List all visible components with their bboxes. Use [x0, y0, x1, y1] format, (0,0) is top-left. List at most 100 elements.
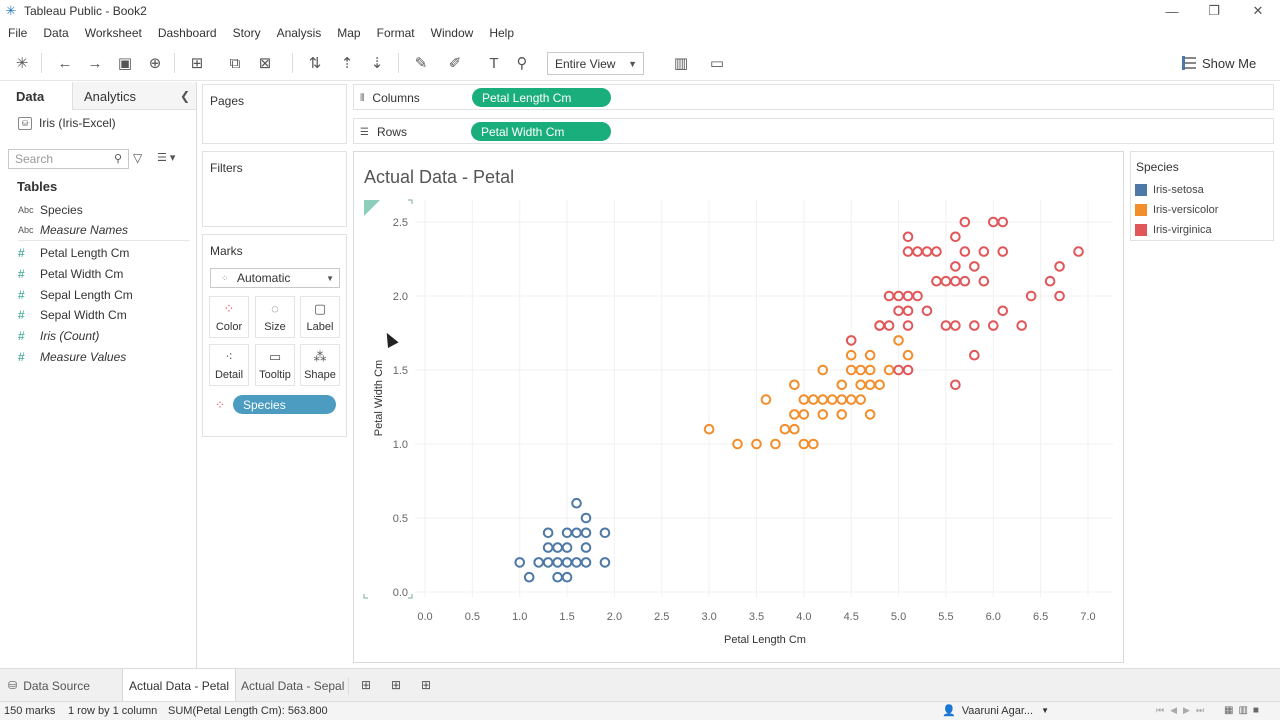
menu-window[interactable]: Window — [430, 26, 474, 40]
new-datasource-icon[interactable]: ⊕ — [148, 55, 162, 72]
detail-button[interactable]: ⁖ Detail — [209, 344, 249, 386]
minimize-button[interactable]: — — [1165, 3, 1179, 19]
x-tick-label: 7.0 — [1080, 611, 1095, 623]
data-point — [997, 246, 1009, 257]
sort-descending-icon[interactable]: ⇣ — [370, 55, 384, 72]
duplicate-sheet-icon[interactable]: ⧉ — [229, 54, 241, 72]
x-tick-label: 0.5 — [465, 611, 480, 623]
field-species[interactable]: Abc Species — [18, 203, 83, 217]
collapse-pane-icon[interactable]: ❮ — [180, 89, 191, 103]
menu-analysis[interactable]: Analysis — [276, 26, 322, 40]
tab-analytics[interactable]: Analytics — [84, 89, 137, 104]
swap-icon[interactable]: ⇅ — [308, 55, 322, 72]
data-point — [571, 557, 582, 568]
field-iris-count[interactable]: # Iris (Count) — [18, 329, 100, 343]
undo-icon[interactable]: ← — [57, 54, 73, 72]
data-point — [912, 246, 923, 257]
show-me-icon — [1182, 56, 1196, 70]
color-button[interactable]: ⁘ Color — [209, 296, 249, 338]
worksheet-corner-icon — [364, 200, 380, 216]
legend-item-virginica[interactable]: Iris-virginica — [1135, 224, 1212, 236]
scatter-chart[interactable]: 0.0 0.5 1.0 1.5 2.0 2.5 0.0 0.5 1.0 1.5 2.0 2.5 3.0 3… — [354, 152, 1125, 664]
legend-item-setosa[interactable]: Iris-setosa — [1135, 184, 1204, 196]
menu-help[interactable]: Help — [489, 26, 514, 40]
menu-data[interactable]: Data — [43, 26, 69, 40]
data-point — [864, 364, 876, 376]
new-story-tab-icon[interactable]: ⊞ — [420, 678, 432, 692]
field-sepal-width[interactable]: # Sepal Width Cm — [18, 308, 127, 322]
data-point — [1016, 320, 1028, 331]
rows-shelf[interactable]: ☰ Rows Petal Width Cm — [353, 118, 1274, 144]
new-dashboard-tab-icon[interactable]: ⊞ — [390, 678, 402, 692]
tab-actual-data-sepal[interactable]: Actual Data - Sepal — [241, 678, 345, 693]
restore-button[interactable]: ❐ — [1208, 3, 1220, 18]
mark-type-select[interactable]: ⁘ Automatic ▼ — [210, 268, 340, 288]
close-button[interactable]: ✕ — [1252, 3, 1264, 18]
tab-data-source[interactable]: ⛁ Data Source — [8, 678, 90, 693]
redo-icon[interactable]: → — [87, 54, 103, 72]
shape-button[interactable]: ⁂ Shape — [300, 344, 340, 386]
viz-area[interactable]: Actual Data - Petal 0.0 0.5 1.0 1.5 2.0 2.5 0.… — [353, 151, 1124, 663]
menu-worksheet[interactable]: Worksheet — [84, 26, 142, 40]
tab-data[interactable]: Data — [16, 89, 45, 104]
tab-actual-data-petal[interactable]: Actual Data - Petal — [122, 669, 237, 702]
x-tick-label: 5.5 — [938, 611, 953, 623]
data-point — [950, 379, 961, 391]
species-legend[interactable]: Species Iris-setosa Iris-versicolor Iris… — [1130, 151, 1274, 241]
sheet-view-icon[interactable]: ▦▥■ — [1224, 705, 1264, 716]
menu-story[interactable]: Story — [232, 26, 261, 40]
user-menu[interactable]: 👤 Vaaruni Agar... ▼ — [942, 704, 1049, 718]
tables-header: Tables — [17, 179, 58, 194]
clear-sheet-icon[interactable]: ⊠ — [258, 55, 272, 72]
dimension-type-icon: Abc — [18, 225, 34, 235]
sort-ascending-icon[interactable]: ⇡ — [340, 55, 354, 72]
menu-dashboard[interactable]: Dashboard — [157, 26, 217, 40]
presentation-mode-icon[interactable]: ▭ — [709, 55, 725, 72]
pin-icon[interactable]: ⚲ — [516, 55, 528, 72]
text-label-icon[interactable]: T — [489, 54, 499, 72]
data-point — [912, 290, 923, 302]
field-sepal-length[interactable]: # Sepal Length Cm — [18, 288, 133, 302]
view-list-icon[interactable]: ☰ ▾ — [157, 152, 176, 164]
rows-pill[interactable]: Petal Width Cm — [471, 122, 611, 141]
search-input[interactable]: Search ⚲ — [8, 149, 129, 169]
data-point — [864, 379, 876, 391]
menu-bar: File Data Worksheet Dashboard Story Anal… — [0, 23, 1280, 43]
new-worksheet-icon[interactable]: ⊞ — [190, 55, 204, 72]
new-worksheet-tab-icon[interactable]: ⊞ — [360, 678, 372, 692]
pages-card[interactable]: Pages — [202, 84, 347, 144]
fit-view-select[interactable]: Entire View ▼ — [547, 52, 644, 75]
field-petal-width[interactable]: # Petal Width Cm — [18, 267, 124, 281]
size-button[interactable]: ◌ Size — [255, 296, 295, 338]
tooltip-button[interactable]: ▭ Tooltip — [255, 344, 295, 386]
marks-card: Marks ⁘ Automatic ▼ ⁘ Color ◌ Size ▢ Lab… — [202, 234, 347, 437]
data-point — [902, 305, 914, 317]
data-point — [826, 394, 838, 405]
data-point — [969, 349, 980, 361]
menu-format[interactable]: Format — [376, 26, 415, 40]
label-button[interactable]: ▢ Label — [300, 296, 340, 338]
group-icon[interactable]: ✐ — [448, 55, 462, 72]
filter-icon[interactable]: ▽ — [133, 151, 143, 165]
data-point — [883, 320, 895, 331]
show-me-button[interactable]: Show Me — [1182, 53, 1256, 73]
tableau-home-icon[interactable]: ✳ — [15, 55, 29, 72]
species-color-pill[interactable]: Species — [233, 395, 336, 414]
highlight-icon[interactable]: ✎ — [414, 55, 428, 72]
data-point — [732, 438, 743, 450]
field-petal-length[interactable]: # Petal Length Cm — [18, 246, 130, 260]
datasource-item[interactable]: ⛁ Iris (Iris-Excel) — [18, 116, 116, 130]
field-measure-names[interactable]: Abc Measure Names — [18, 223, 129, 237]
save-icon[interactable]: ▣ — [117, 55, 133, 72]
data-point — [580, 557, 592, 568]
columns-shelf[interactable]: ⦀ Columns Petal Length Cm — [353, 84, 1274, 110]
data-point — [580, 512, 592, 524]
sheet-nav-icon[interactable]: ⏮◀▶⏭ — [1156, 705, 1211, 715]
field-measure-values[interactable]: # Measure Values — [18, 350, 127, 364]
menu-map[interactable]: Map — [337, 26, 361, 40]
show-cards-icon[interactable]: ▥ — [673, 55, 689, 72]
menu-file[interactable]: File — [8, 26, 28, 40]
filters-card[interactable]: Filters — [202, 151, 347, 227]
columns-pill[interactable]: Petal Length Cm — [472, 88, 611, 107]
legend-item-versicolor[interactable]: Iris-versicolor — [1135, 204, 1218, 216]
